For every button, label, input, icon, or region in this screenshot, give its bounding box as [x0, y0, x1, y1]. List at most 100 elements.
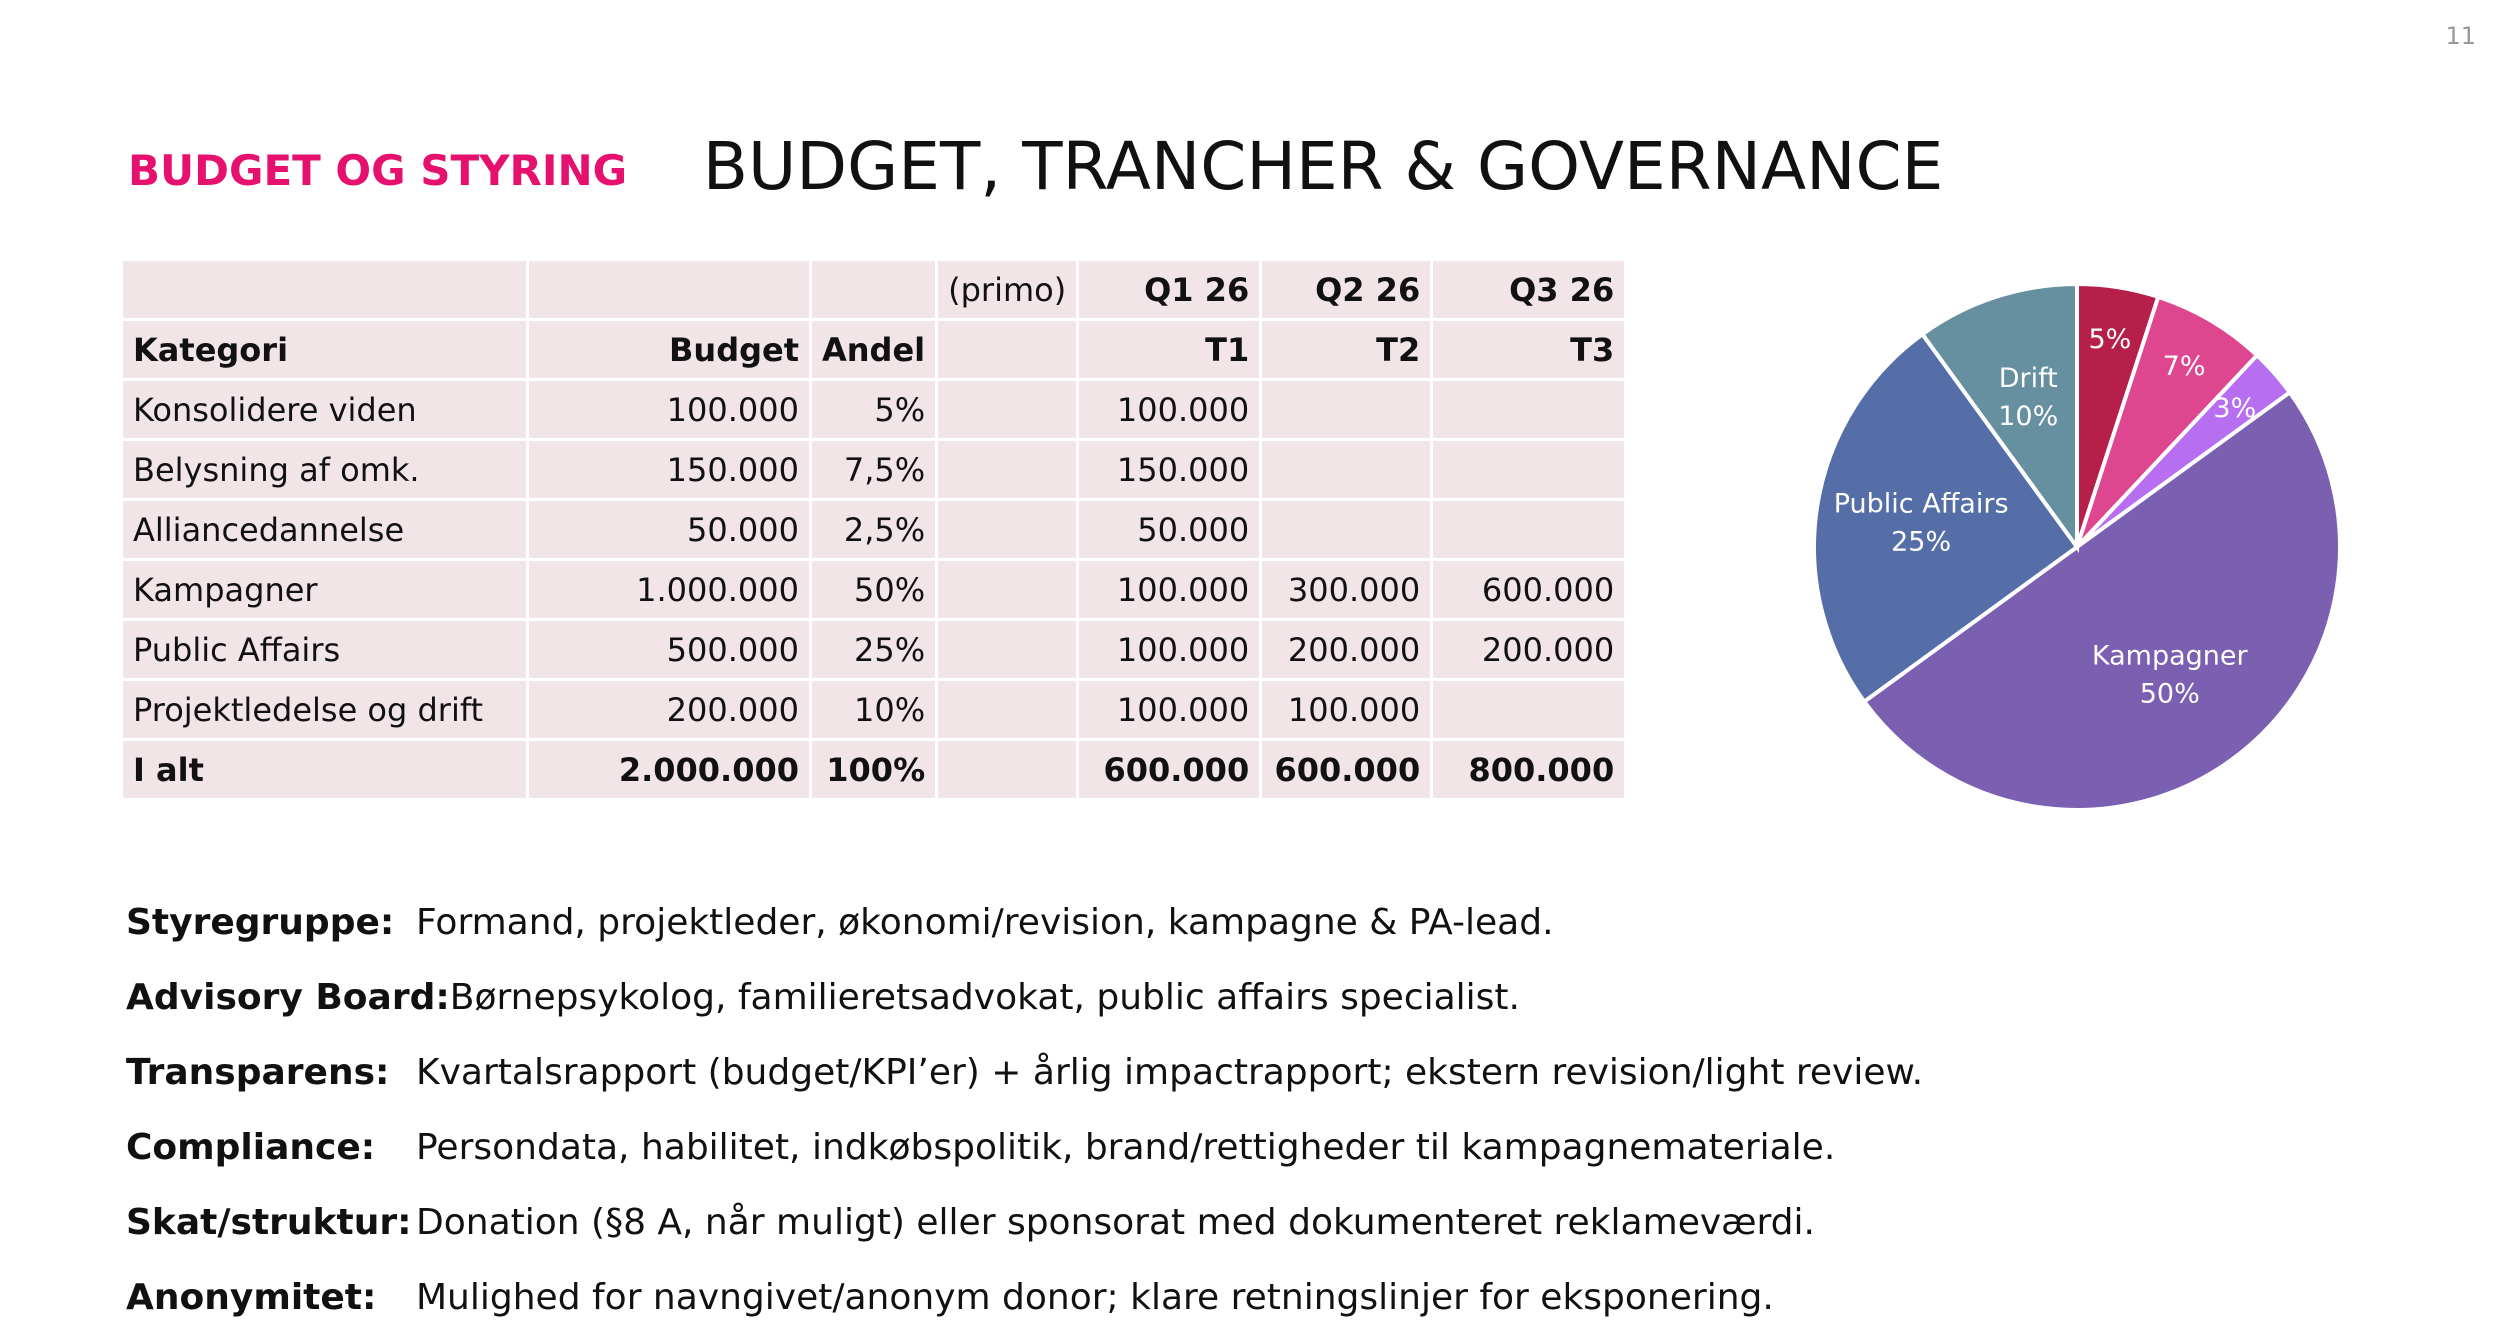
- table-cell: [935, 678, 1080, 741]
- table-row: I alt 2.000.000 100% 600.000 600.000 800.000: [120, 738, 1628, 801]
- table-cell: Q2 26: [1259, 258, 1434, 321]
- table-row: (primo) Q1 26 Q2 26 Q3 26: [120, 258, 1628, 321]
- table-cell: 1.000.000: [526, 558, 812, 621]
- slide-title: BUDGET, TRANCHER & GOVERNANCE: [702, 128, 1944, 205]
- table-cell: 100.000: [1076, 558, 1263, 621]
- governance-list: Styregruppe: Formand, projektleder, økono…: [126, 893, 1923, 1343]
- table-cell: 7,5%: [808, 438, 939, 501]
- table-cell: 150.000: [526, 438, 812, 501]
- table-cell: 100.000: [526, 378, 812, 441]
- table-cell: 10%: [808, 678, 939, 741]
- table-row: Kategori Budget Andel T1 T2 T3: [120, 318, 1628, 381]
- table-row: Kampagner 1.000.000 50% 100.000 300.000 600.0…: [120, 558, 1628, 621]
- table-cell: [935, 498, 1080, 561]
- table-cell: 600.000: [1259, 738, 1434, 801]
- table-cell: 25%: [808, 618, 939, 681]
- governance-item: Skat/struktur: Donation (§8 A, når muligt…: [126, 1193, 1923, 1268]
- slice-value: 10%: [1998, 401, 2058, 432]
- table-cell: 50%: [808, 558, 939, 621]
- governance-item: Advisory Board:Børnepsykolog, familieret…: [126, 968, 1923, 1043]
- table-cell: T2: [1259, 318, 1434, 381]
- table-cell: I alt: [120, 738, 529, 801]
- table-cell: [935, 318, 1080, 381]
- table-cell: 2,5%: [808, 498, 939, 561]
- pie-slice: [2075, 294, 2260, 549]
- governance-text: Mulighed for navngivet/anonym donor; kla…: [416, 1277, 1774, 1318]
- governance-text: Donation (§8 A, når muligt) eller sponso…: [416, 1202, 1815, 1243]
- pie-chart: 5% 7%3% Kampagner 50% Public Affairs 25% Drift…: [1812, 281, 2342, 812]
- governance-label: Transparens:: [126, 1052, 390, 1093]
- table-cell: [935, 738, 1080, 801]
- table-row: Konsolidere viden 100.000 5% 100.000: [120, 378, 1628, 441]
- pie-slice: [1812, 331, 2080, 705]
- governance-label: Compliance:: [126, 1127, 376, 1168]
- table-cell: T1: [1076, 318, 1263, 381]
- table-cell: Belysning af omk.: [120, 438, 529, 501]
- governance-item: Transparens: Kvartalsrapport (budget/KPI’…: [126, 1043, 1923, 1118]
- table-cell: Kategori: [120, 318, 529, 381]
- table-cell: 50.000: [526, 498, 812, 561]
- table-row: Projektledelse og drift 200.000 10% 100.000…: [120, 678, 1628, 741]
- table-cell: T3: [1430, 318, 1628, 381]
- table-cell: 100.000: [1076, 618, 1263, 681]
- table-cell: Projektledelse og drift: [120, 678, 529, 741]
- governance-label: Skat/struktur:: [126, 1202, 412, 1243]
- slice-value: 3%: [2213, 393, 2256, 424]
- table-cell: 600.000: [1430, 558, 1628, 621]
- governance-label: Advisory Board:: [126, 977, 450, 1018]
- governance-item: Compliance: Persondata, habilitet, indkøb…: [126, 1118, 1923, 1193]
- table-cell: 50.000: [1076, 498, 1263, 561]
- section-label: BUDGET OG STYRING: [128, 146, 628, 195]
- table-cell: [1259, 378, 1434, 441]
- table-cell: 100.000: [1076, 678, 1263, 741]
- governance-text: Persondata, habilitet, indkøbspolitik, b…: [416, 1127, 1836, 1168]
- table-cell: Kampagner: [120, 558, 529, 621]
- pie-slice: [1861, 389, 2342, 812]
- table-row: Belysning af omk. 150.000 7,5% 150.000: [120, 438, 1628, 501]
- table-cell: (primo): [935, 258, 1080, 321]
- slice-value: 50%: [2140, 679, 2200, 710]
- table-cell: 100.000: [1076, 378, 1263, 441]
- table-cell: [935, 378, 1080, 441]
- governance-label: Styregruppe:: [126, 902, 395, 943]
- table-cell: [1430, 498, 1628, 561]
- table-cell: Alliancedannelse: [120, 498, 529, 561]
- table-cell: [935, 618, 1080, 681]
- table-cell: [1430, 378, 1628, 441]
- slice-value: 7%: [2163, 351, 2206, 382]
- governance-text: Børnepsykolog, familieretsadvokat, publi…: [449, 977, 1520, 1018]
- table-cell: 200.000: [1259, 618, 1434, 681]
- slice-label: Kampagner: [2092, 641, 2249, 672]
- slice-label: Drift: [1999, 363, 2058, 394]
- table-cell: [1259, 498, 1434, 561]
- table-cell: [808, 258, 939, 321]
- slice-value: 25%: [1891, 526, 1951, 557]
- table-row: Alliancedannelse 50.000 2,5% 50.000: [120, 498, 1628, 561]
- table-cell: 200.000: [526, 678, 812, 741]
- table-cell: Andel: [808, 318, 939, 381]
- table-cell: 150.000: [1076, 438, 1263, 501]
- table-cell: Budget: [526, 318, 812, 381]
- table-cell: [935, 558, 1080, 621]
- table-cell: 100%: [808, 738, 939, 801]
- table-cell: 500.000: [526, 618, 812, 681]
- table-cell: [120, 258, 529, 321]
- governance-text: Kvartalsrapport (budget/KPI’er) + årlig …: [416, 1052, 1924, 1093]
- table-cell: Q3 26: [1430, 258, 1628, 321]
- table-cell: Public Affairs: [120, 618, 529, 681]
- table-cell: [935, 438, 1080, 501]
- table-cell: 2.000.000: [526, 738, 812, 801]
- table-cell: 800.000: [1430, 738, 1628, 801]
- table-cell: [526, 258, 812, 321]
- budget-table: (primo) Q1 26 Q2 26 Q3 26 Kategori Budget Ande…: [120, 258, 1628, 801]
- table-cell: [1430, 678, 1628, 741]
- governance-item: Styregruppe: Formand, projektleder, økono…: [126, 893, 1923, 968]
- table-cell: 100.000: [1259, 678, 1434, 741]
- table-cell: 5%: [808, 378, 939, 441]
- governance-text: Formand, projektleder, økonomi/revision,…: [416, 902, 1554, 943]
- governance-item: Anonymitet: Mulighed for navngivet/anonym…: [126, 1268, 1923, 1343]
- governance-label: Anonymitet:: [126, 1277, 377, 1318]
- table-cell: 300.000: [1259, 558, 1434, 621]
- table-cell: [1259, 438, 1434, 501]
